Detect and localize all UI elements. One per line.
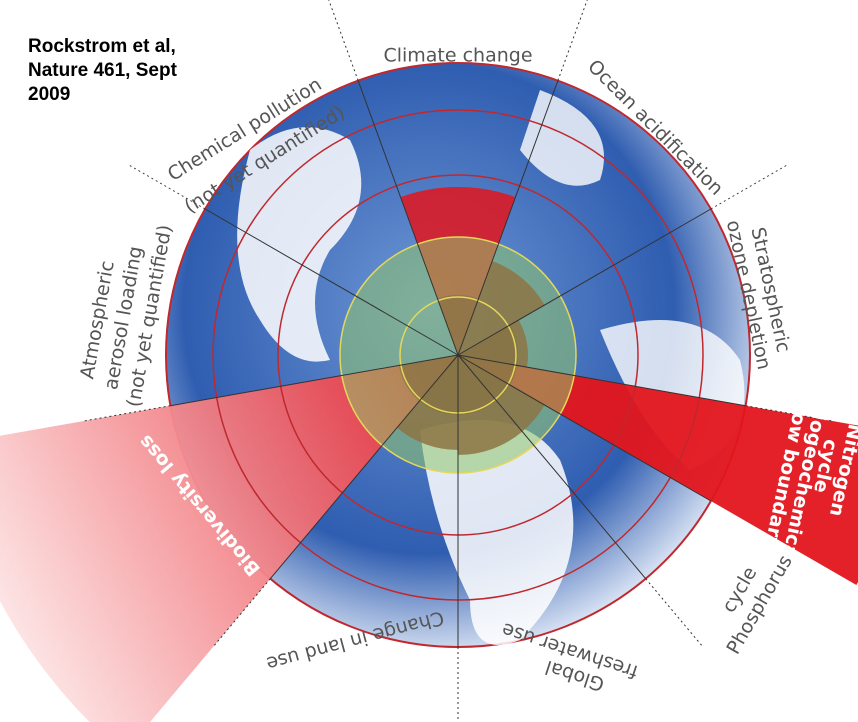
divider [357,80,459,356]
title: Nature 461, Sept [28,60,178,81]
divider-dotted [645,578,703,647]
title: Rockstrom et al, [28,36,176,57]
divider [457,354,746,407]
divider-dotted [328,0,359,81]
divider [457,354,712,502]
sector-label: Climate change [383,45,532,67]
divider [457,208,712,356]
land [237,127,362,362]
divider [269,354,459,580]
land [520,90,604,186]
divider-dotted [557,0,588,81]
wedge [0,355,458,722]
divider [457,354,647,580]
divider [204,208,459,356]
title: 2009 [28,84,70,105]
divider [170,354,459,407]
divider [457,80,559,356]
